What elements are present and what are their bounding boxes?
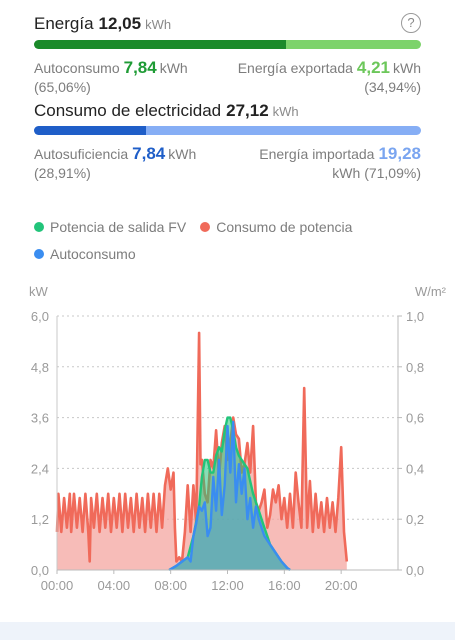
legend-label-power-consumption: Consumo de potencia [216, 219, 353, 235]
energy-value: 12,05 [98, 14, 142, 33]
consumption-title-row: Consumo de electricidad 27,12 kWh [34, 101, 421, 121]
legend-label-pv-output: Potencia de salida FV [50, 219, 187, 235]
y-tick-right-label: 0,4 [406, 461, 424, 476]
self-sufficiency-label: Autosuficiencia [34, 146, 129, 162]
consumption-value: 27,12 [226, 101, 269, 120]
y-tick-right-label: 0,2 [406, 512, 424, 527]
series-power-consumption-line [55, 331, 349, 563]
y-tick-right-label: 0,0 [406, 563, 424, 578]
series-self-consumption-line [168, 420, 291, 572]
exported-stat: Energía exportada 4,21 kWh (34,94%) [238, 58, 421, 97]
y-tick-left-label: 4,8 [31, 360, 49, 375]
energy-bar [34, 40, 421, 49]
series-power-consumption-area [57, 332, 347, 570]
y-tick-right-label: 1,0 [406, 309, 424, 324]
energy-title-row: Energía 12,05 kWh [34, 14, 421, 34]
consumption-section: Consumo de electricidad 27,12 kWh [34, 101, 421, 121]
y-axis-left-unit: kW [29, 284, 49, 299]
consumption-bar [34, 126, 421, 135]
consumption-title: Consumo de electricidad [34, 101, 222, 120]
consumption-bar-imported [145, 126, 421, 135]
power-chart: kW W/m² 0,0 0,0 1,2 0,2 2,4 0,4 3,6 0,6 4,8 0,8 6,0 1… [29, 284, 447, 593]
x-tick-label: 00:00 [41, 578, 74, 593]
self-sufficiency-percent: (28,91%) [34, 165, 91, 181]
x-tick-label: 12:00 [211, 578, 244, 593]
y-tick-left-label: 2,4 [31, 461, 49, 476]
legend-item-self-consumption[interactable]: Autoconsumo [34, 246, 136, 262]
y-tick-left-label: 3,6 [31, 411, 49, 426]
self-sufficiency-value: 7,84 [132, 144, 166, 163]
energy-title: Energía [34, 14, 94, 33]
series-pv-output-area [169, 417, 290, 570]
consumption-bar-self-sufficiency [34, 126, 146, 135]
chart-legend-row2: Autoconsumo [34, 246, 150, 262]
y-tick-left-label: 6,0 [31, 309, 49, 324]
y-tick-right-label: 0,8 [406, 360, 424, 375]
imported-value: 19,28 [378, 144, 421, 163]
series-self-consumption-area [169, 421, 290, 570]
self-consumption-percent: (65,06%) [34, 79, 91, 95]
self-consumption-value: 7,84 [123, 58, 157, 77]
exported-value: 4,21 [356, 58, 390, 77]
y-tick-left-label: 1,2 [31, 512, 49, 527]
x-tick-label: 20:00 [325, 578, 358, 593]
legend-item-pv-output[interactable]: Potencia de salida FV [34, 219, 186, 235]
energy-bar-exported [285, 40, 421, 49]
chart-legend: Potencia de salida FV Consumo de potenci… [34, 219, 366, 235]
energy-unit: kWh [145, 17, 172, 32]
legend-label-self-consumption: Autoconsumo [50, 246, 136, 262]
y-tick-left-label: 0,0 [31, 563, 49, 578]
exported-label: Energía exportada [237, 60, 353, 76]
x-tick-label: 08:00 [154, 578, 187, 593]
y-tick-right-label: 0,6 [406, 411, 424, 426]
exported-unit: kWh [393, 60, 421, 76]
x-tick-label: 16:00 [268, 578, 301, 593]
self-consumption-stat: Autoconsumo 7,84 kWh (65,06%) [34, 58, 188, 97]
imported-label: Energía importada [259, 146, 375, 162]
exported-percent: (34,94%) [364, 79, 421, 95]
help-icon[interactable]: ? [401, 13, 421, 33]
self-sufficiency-unit: kWh [168, 146, 197, 162]
legend-dot-power-consumption [200, 222, 211, 232]
self-sufficiency-stat: Autosuficiencia 7,84 kWh (28,91%) [34, 144, 196, 183]
energy-bar-self-consumption [34, 40, 286, 49]
consumption-unit: kWh [272, 104, 299, 119]
x-tick-label: 04:00 [98, 578, 131, 593]
y-axis-right-unit: W/m² [415, 284, 447, 299]
energy-section: Energía 12,05 kWh ? [34, 13, 421, 34]
self-consumption-label: Autoconsumo [34, 60, 120, 76]
imported-stat: Energía importada 19,28 kWh (71,09%) [259, 144, 421, 183]
footer-bar [0, 622, 455, 640]
self-consumption-unit: kWh [159, 60, 188, 76]
imported-unit: kWh [332, 165, 361, 181]
legend-dot-pv-output [34, 222, 44, 232]
imported-percent: (71,09%) [364, 165, 421, 181]
legend-dot-self-consumption [34, 249, 44, 259]
legend-item-power-consumption[interactable]: Consumo de potencia [200, 219, 352, 235]
